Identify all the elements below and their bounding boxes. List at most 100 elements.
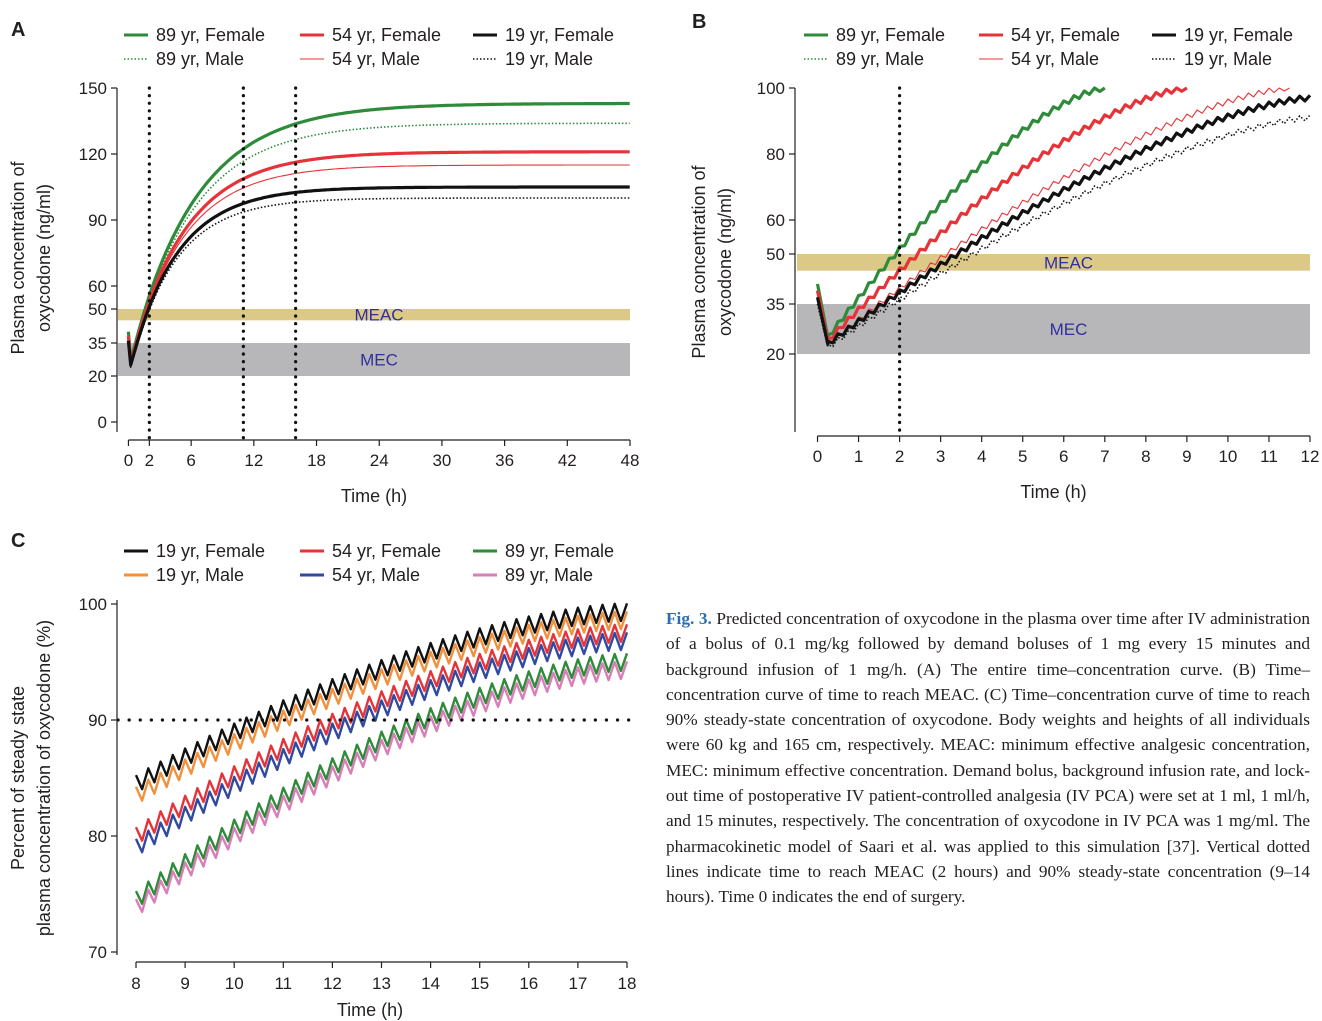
x-axis-title: Time (h) (341, 486, 407, 506)
x-tick-label: 8 (131, 974, 140, 993)
series-line (134, 610, 629, 802)
series-line (126, 101, 630, 363)
legend-label: 54 yr, Female (1011, 25, 1120, 45)
x-axis-title: Time (h) (337, 1000, 403, 1020)
y-tick-label: 60 (88, 277, 107, 296)
legend-label: 89 yr, Female (505, 541, 614, 561)
y-tick-label: 35 (766, 295, 785, 314)
x-tick-label: 14 (421, 974, 440, 993)
legend-label: 54 yr, Female (332, 25, 441, 45)
y-tick-label: 80 (88, 827, 107, 846)
band-meac (797, 254, 1310, 271)
series-line (134, 631, 629, 854)
x-tick-label: 24 (370, 451, 389, 470)
series-line (816, 114, 1311, 349)
band-mec (797, 304, 1310, 354)
x-tick-label: 8 (1141, 447, 1150, 466)
legend-label: 54 yr, Male (1011, 49, 1099, 69)
y-axis-title: Percent of steady state (8, 686, 28, 870)
x-tick-label: 12 (1301, 447, 1320, 466)
x-tick-label: 11 (274, 974, 292, 993)
series-line (134, 623, 629, 842)
x-tick-label: 12 (323, 974, 342, 993)
x-tick-label: 0 (813, 447, 822, 466)
y-tick-label: 0 (98, 413, 107, 432)
x-tick-label: 2 (145, 451, 154, 470)
x-tick-label: 30 (432, 451, 451, 470)
legend-label: 54 yr, Male (332, 49, 420, 69)
y-tick-label: 100 (79, 595, 107, 614)
legend-label: 19 yr, Male (1184, 49, 1272, 69)
legend-C: 19 yr, Female 54 yr, Female 89 yr, Female 1… (124, 541, 614, 585)
y-tick-label: 90 (88, 211, 107, 230)
y-tick-label: 120 (79, 145, 107, 164)
y-axis-title: Plasma concentration of (689, 164, 709, 358)
legend-label: 54 yr, Male (332, 565, 420, 585)
y-tick-label: 150 (79, 79, 107, 98)
y-tick-label: 60 (766, 211, 785, 230)
panel-label-a: A (11, 19, 25, 41)
legend-label: 89 yr, Female (156, 25, 265, 45)
legend-B: 89 yr, Female 54 yr, Female 19 yr, Female 8… (804, 25, 1293, 69)
y-axis-title: oxycodone (ng/ml) (34, 184, 54, 332)
y-tick-label: 20 (766, 345, 785, 364)
x-tick-label: 10 (1218, 447, 1237, 466)
x-tick-label: 9 (180, 974, 189, 993)
figure-caption-label: Fig. 3. (666, 609, 712, 628)
x-axis-title: Time (h) (1020, 482, 1086, 502)
series-line (134, 660, 629, 914)
series-group-C (134, 602, 629, 914)
x-tick-label: 13 (372, 974, 391, 993)
series-line (126, 150, 630, 365)
legend-label: 19 yr, Female (505, 25, 614, 45)
x-tick-label: 18 (618, 974, 637, 993)
band-label-mec: MEC (1050, 320, 1088, 339)
legend-label: 19 yr, Male (156, 565, 244, 585)
y-axis-title: plasma concentration of oxycodone (%) (34, 620, 54, 936)
x-tick-label: 7 (1100, 447, 1109, 466)
band-mec (118, 343, 630, 376)
band-meac (118, 309, 630, 321)
legend-label: 19 yr, Male (505, 49, 593, 69)
y-tick-label: 100 (757, 79, 785, 98)
series-line (815, 86, 1106, 339)
band-label-meac: MEAC (354, 306, 403, 325)
series-line (127, 122, 630, 364)
x-tick-label: 48 (621, 451, 640, 470)
panel-label-c: C (11, 530, 25, 552)
y-tick-label: 50 (88, 300, 107, 319)
x-tick-label: 36 (495, 451, 514, 470)
series-line (127, 164, 630, 366)
x-tick-label: 17 (568, 974, 587, 993)
series-line (134, 602, 629, 791)
x-tick-label: 11 (1260, 447, 1278, 466)
legend-label: 19 yr, Female (1184, 25, 1293, 45)
x-tick-label: 1 (854, 447, 863, 466)
x-tick-label: 3 (936, 447, 945, 466)
series-line (816, 87, 1290, 345)
series-line (126, 185, 630, 367)
series-line (815, 86, 1188, 343)
x-tick-label: 2 (895, 447, 904, 466)
legend-A: 89 yr, Female 54 yr, Female 19 yr, Female 8… (124, 25, 614, 69)
y-tick-label: 90 (88, 711, 107, 730)
band-label-mec: MEC (360, 351, 398, 370)
y-axis-title: Plasma concentration of (8, 160, 28, 354)
axes-C: 8 9 10 11 12 13 14 15 16 17 18 70 80 90 100 Time (h) Per… (8, 595, 636, 1020)
x-tick-label: 42 (558, 451, 577, 470)
x-tick-label: 18 (307, 451, 326, 470)
panel-c-chart: 8 9 10 11 12 13 14 15 16 17 18 70 80 90 100 Time (h) Per… (8, 541, 636, 1020)
y-tick-label: 35 (88, 334, 107, 353)
x-tick-label: 9 (1182, 447, 1191, 466)
x-tick-label: 10 (225, 974, 244, 993)
legend-label: 89 yr, Male (836, 49, 924, 69)
series-line (816, 87, 1188, 342)
legend-label: 89 yr, Female (836, 25, 945, 45)
x-tick-label: 16 (519, 974, 538, 993)
series-line (815, 94, 1312, 346)
legend-label: 19 yr, Female (156, 541, 265, 561)
